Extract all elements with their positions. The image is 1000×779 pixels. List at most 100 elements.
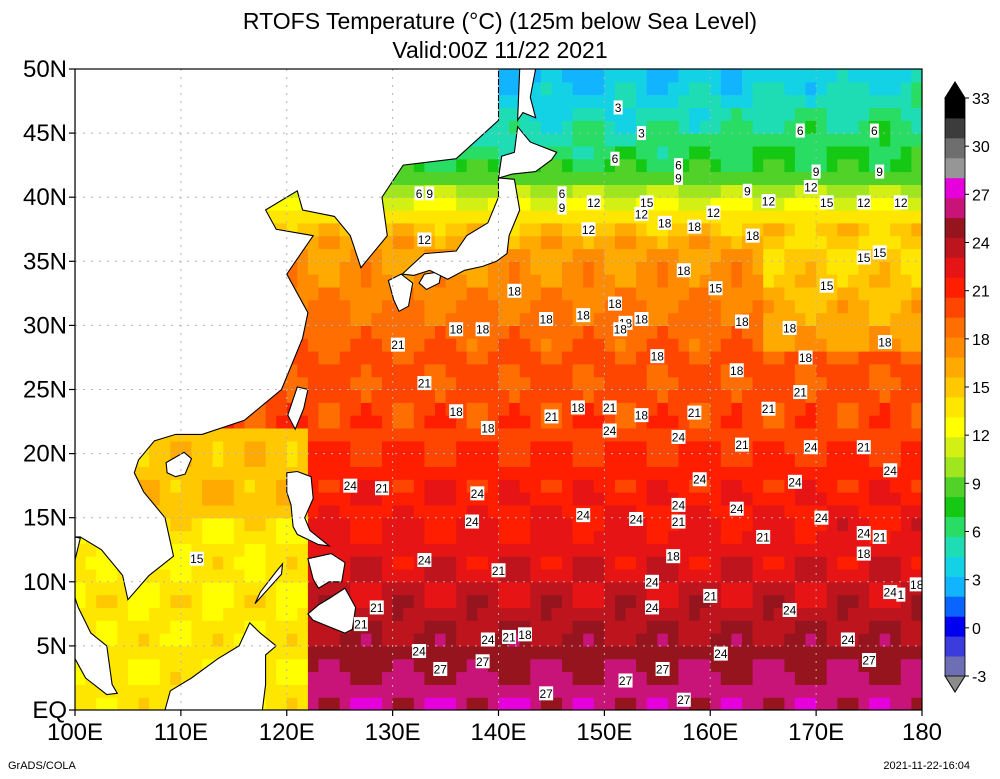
field-cell xyxy=(223,466,235,480)
field-cell xyxy=(392,325,404,339)
field-cell xyxy=(339,530,351,544)
field-cell xyxy=(540,645,553,660)
field-cell xyxy=(784,440,796,455)
field-cell xyxy=(890,402,902,416)
colorbar-label: 3 xyxy=(972,573,981,590)
field-cell xyxy=(837,376,849,391)
field-cell xyxy=(530,299,542,314)
field-cell xyxy=(911,594,922,608)
field-cell xyxy=(837,107,849,121)
field-cell xyxy=(794,69,807,83)
field-cell xyxy=(350,428,362,442)
field-cell xyxy=(752,479,764,493)
field-cell xyxy=(678,684,690,698)
contour-label: 18 xyxy=(666,549,681,564)
field-cell xyxy=(805,453,817,467)
field-cell xyxy=(519,492,531,506)
field-cell xyxy=(689,325,701,339)
field-cell xyxy=(456,645,468,660)
field-cell xyxy=(244,479,256,493)
field-cell xyxy=(911,197,922,211)
field-cell xyxy=(604,248,616,262)
field-cell xyxy=(572,466,584,480)
field-cell xyxy=(911,517,922,532)
field-cell xyxy=(636,671,648,685)
field-cell xyxy=(371,633,383,647)
field-cell xyxy=(318,697,330,710)
field-cell xyxy=(572,671,584,685)
x-tick-label: 180 xyxy=(902,719,942,746)
field-cell xyxy=(615,684,627,698)
field-cell xyxy=(223,440,235,455)
contour-label: 15 xyxy=(819,278,834,293)
svg-text:21: 21 xyxy=(375,482,389,496)
svg-text:24: 24 xyxy=(412,645,426,659)
field-cell xyxy=(487,299,500,314)
field-cell xyxy=(657,492,669,506)
field-cell xyxy=(805,286,817,301)
field-cell xyxy=(456,492,468,506)
field-cell xyxy=(900,440,912,455)
field-cell xyxy=(297,428,309,442)
field-cell xyxy=(625,351,637,365)
field-cell xyxy=(593,607,605,621)
svg-text:6: 6 xyxy=(871,124,878,138)
field-cell xyxy=(593,325,605,339)
field-cell xyxy=(180,607,193,621)
field-cell xyxy=(720,633,732,647)
field-cell xyxy=(350,658,362,673)
field-cell xyxy=(794,94,807,108)
field-cell xyxy=(286,428,298,442)
field-cell xyxy=(678,620,690,634)
field-cell xyxy=(509,133,521,147)
field-cell xyxy=(466,466,478,480)
field-cell xyxy=(180,658,193,673)
field-cell xyxy=(382,440,394,455)
field-cell xyxy=(742,120,754,134)
contour-label: 24 xyxy=(602,423,617,438)
field-cell xyxy=(350,466,362,480)
field-cell xyxy=(392,530,404,544)
field-cell xyxy=(339,363,351,378)
field-cell xyxy=(509,517,521,532)
field-cell xyxy=(773,453,785,467)
field-cell xyxy=(223,569,235,583)
field-cell xyxy=(858,107,870,121)
field-cell xyxy=(371,299,383,314)
field-cell xyxy=(509,492,521,506)
field-cell xyxy=(710,581,722,596)
field-cell xyxy=(752,248,764,262)
field-cell xyxy=(424,492,436,506)
field-cell xyxy=(879,325,891,339)
field-cell xyxy=(646,210,658,224)
field-cell xyxy=(826,171,838,185)
field-cell xyxy=(392,594,404,608)
field-cell xyxy=(837,81,849,96)
field-cell xyxy=(276,684,288,698)
field-cell xyxy=(456,286,468,301)
field-cell xyxy=(572,530,584,544)
field-cell xyxy=(731,94,743,108)
field-cell xyxy=(477,594,489,608)
field-cell xyxy=(519,299,531,314)
field-cell xyxy=(127,620,140,634)
contour-label: 24 xyxy=(803,440,818,455)
field-cell xyxy=(731,389,743,403)
field-cell xyxy=(413,479,425,493)
field-cell xyxy=(329,466,341,480)
field-cell xyxy=(615,594,627,608)
colorbar-label: 18 xyxy=(972,332,990,349)
field-cell xyxy=(720,402,732,416)
field-cell xyxy=(509,581,521,596)
field-cell xyxy=(509,94,521,108)
field-cell xyxy=(297,222,309,237)
field-cell xyxy=(763,184,775,198)
y-tick-label: 30N xyxy=(23,312,67,339)
field-cell xyxy=(223,556,235,570)
field-cell xyxy=(540,453,553,467)
field-cell xyxy=(625,261,637,275)
field-cell xyxy=(699,94,711,108)
field-cell xyxy=(911,299,922,314)
field-cell xyxy=(805,158,817,173)
field-cell xyxy=(731,222,743,237)
